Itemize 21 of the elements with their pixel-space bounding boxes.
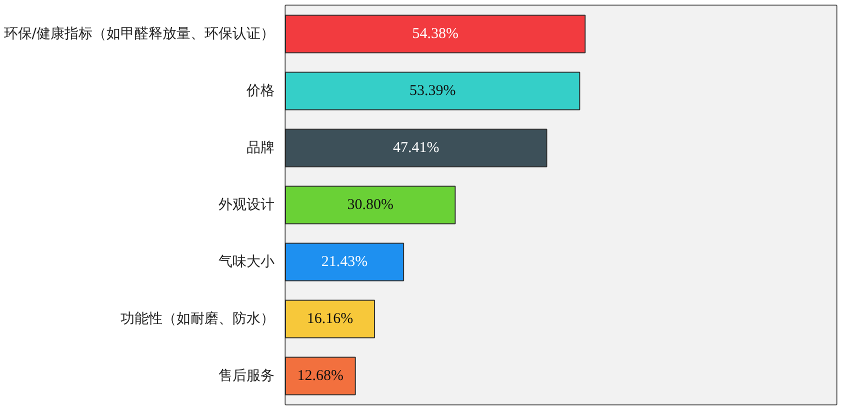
y-tick-label: 价格 <box>246 83 274 99</box>
data-label: 30.80% <box>347 197 394 213</box>
data-label: 53.39% <box>409 83 456 99</box>
y-tick-label: 气味大小 <box>218 254 274 270</box>
y-tick-label: 售后服务 <box>218 368 274 384</box>
bar <box>286 242 404 282</box>
data-label: 47.41% <box>392 140 440 156</box>
bar <box>286 186 456 224</box>
y-tick-label: 环保/健康指标（如甲醛释放量、环保认证） <box>4 26 274 42</box>
bar <box>286 14 586 54</box>
data-label: 21.43% <box>321 254 368 270</box>
bar <box>286 356 356 396</box>
data-label: 16.16% <box>306 311 354 327</box>
bar <box>286 128 548 168</box>
y-tick-label: 外观设计 <box>218 197 274 213</box>
y-tick-label: 品牌 <box>246 140 274 156</box>
data-label: 54.38% <box>412 26 458 42</box>
bar <box>286 72 580 110</box>
y-tick-label: 功能性（如耐磨、防水） <box>120 311 274 327</box>
data-label: 12.68% <box>297 368 344 384</box>
bar <box>286 300 376 338</box>
